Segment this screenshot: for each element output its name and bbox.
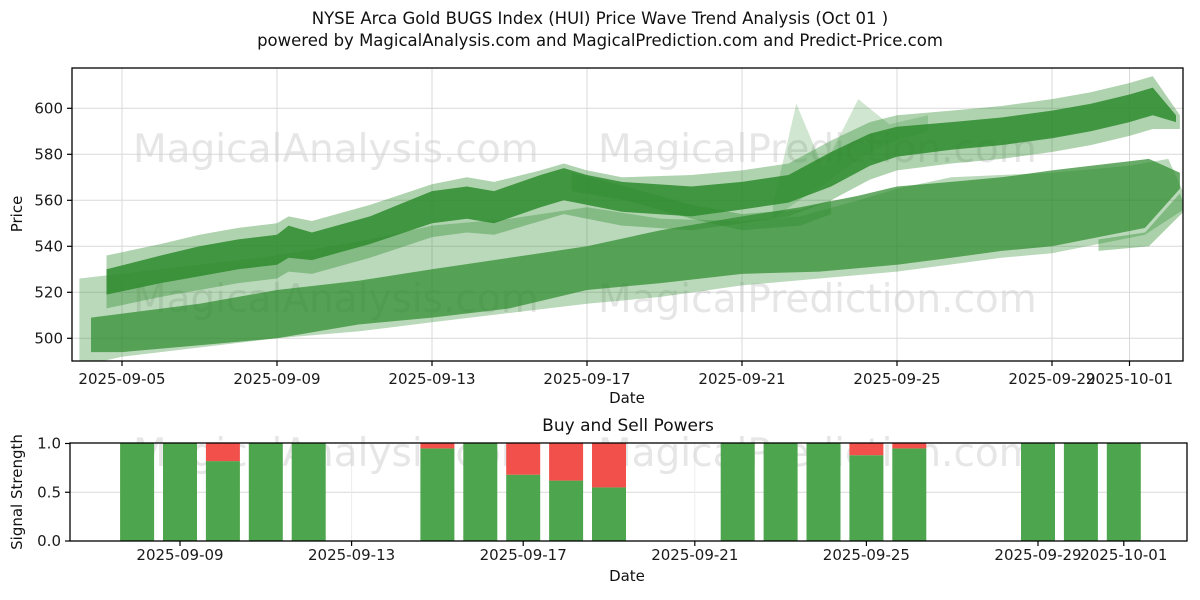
x-tick-label: 2025-09-13 — [308, 546, 395, 564]
y-tick-label: 600 — [34, 99, 63, 117]
y-tick-label: 1.0 — [37, 435, 61, 453]
date-axis-label-top: Date — [609, 389, 645, 407]
x-tick-label: 2025-09-21 — [651, 546, 738, 564]
x-tick-label: 2025-09-29 — [1008, 370, 1095, 388]
x-tick-label: 2025-10-01 — [1080, 546, 1167, 564]
buy-bar — [549, 480, 584, 541]
buy-bar — [248, 443, 283, 541]
signal-strength-axis-label: Signal Strength — [8, 434, 26, 550]
y-tick-label: 540 — [34, 237, 63, 255]
buy-bar — [849, 455, 884, 541]
x-tick-label: 2025-09-17 — [480, 546, 567, 564]
sell-bar — [506, 443, 541, 475]
price-band-light-spike — [773, 99, 928, 219]
x-tick-label: 2025-09-09 — [233, 370, 320, 388]
sell-bar — [420, 443, 455, 449]
buy-bar — [592, 487, 626, 541]
x-tick-label: 2025-09-17 — [543, 370, 630, 388]
tick-labels: 2025-09-05 2025-09-09 2025-09-13 2025-09-17… — [34, 99, 1173, 564]
x-tick-label: 2025-09-09 — [136, 546, 223, 564]
buy-bar — [806, 443, 841, 541]
watermark-text: MagicalPrediction.com — [598, 277, 1037, 322]
y-tick-label: 580 — [34, 145, 63, 163]
price-wave-bands — [79, 76, 1183, 361]
x-tick-label: 2025-09-05 — [78, 370, 165, 388]
figure-title-line1: NYSE Arca Gold BUGS Index (HUI) Price Wa… — [311, 9, 889, 28]
sell-bar — [892, 443, 927, 449]
buy-bar — [506, 474, 541, 541]
price-band-upper-band-core — [106, 87, 1176, 295]
price-band-lower-band — [91, 158, 1180, 353]
buy-sell-chart-title: Buy and Sell Powers — [542, 416, 714, 436]
sell-bar — [592, 443, 626, 488]
sell-bar — [205, 443, 240, 462]
watermark-text: MagicalAnalysis.com — [133, 127, 539, 172]
figure-title-line2: powered by MagicalAnalysis.com and Magic… — [257, 31, 943, 50]
y-tick-label: 0.0 — [37, 532, 61, 550]
buy-bar — [720, 443, 755, 541]
x-tick-label: 2025-09-13 — [388, 370, 475, 388]
buy-bar — [463, 443, 498, 541]
y-tick-label: 560 — [34, 191, 63, 209]
buy-bar — [205, 461, 240, 541]
sell-bar — [849, 443, 884, 456]
price-axis-label: Price — [8, 195, 26, 233]
buy-bar — [420, 448, 455, 541]
buy-bar — [892, 448, 927, 541]
buy-bar — [163, 443, 197, 541]
x-tick-label: 2025-09-25 — [823, 546, 910, 564]
buy-bar — [120, 443, 155, 541]
y-tick-label: 520 — [34, 283, 63, 301]
date-axis-label-bottom: Date — [609, 567, 645, 585]
price-plot-border — [71, 67, 1184, 362]
buy-bar — [1063, 443, 1098, 541]
x-tick-label: 2025-09-21 — [698, 370, 785, 388]
x-tick-label: 2025-09-29 — [994, 546, 1081, 564]
buy-bar — [1106, 443, 1141, 541]
buy-bar — [291, 443, 326, 541]
buy-bar — [763, 443, 798, 541]
buy-bar — [1021, 443, 1055, 541]
price-band-crossing-arm — [571, 172, 832, 231]
buy-sell-bars — [120, 443, 1141, 541]
y-tick-label: 0.5 — [37, 483, 61, 501]
sell-bar — [549, 443, 584, 481]
x-tick-label: 2025-10-01 — [1086, 370, 1173, 388]
y-tick-label: 500 — [34, 329, 63, 347]
price-band-lower-end-sliver — [1098, 193, 1183, 251]
x-tick-label: 2025-09-25 — [853, 370, 940, 388]
